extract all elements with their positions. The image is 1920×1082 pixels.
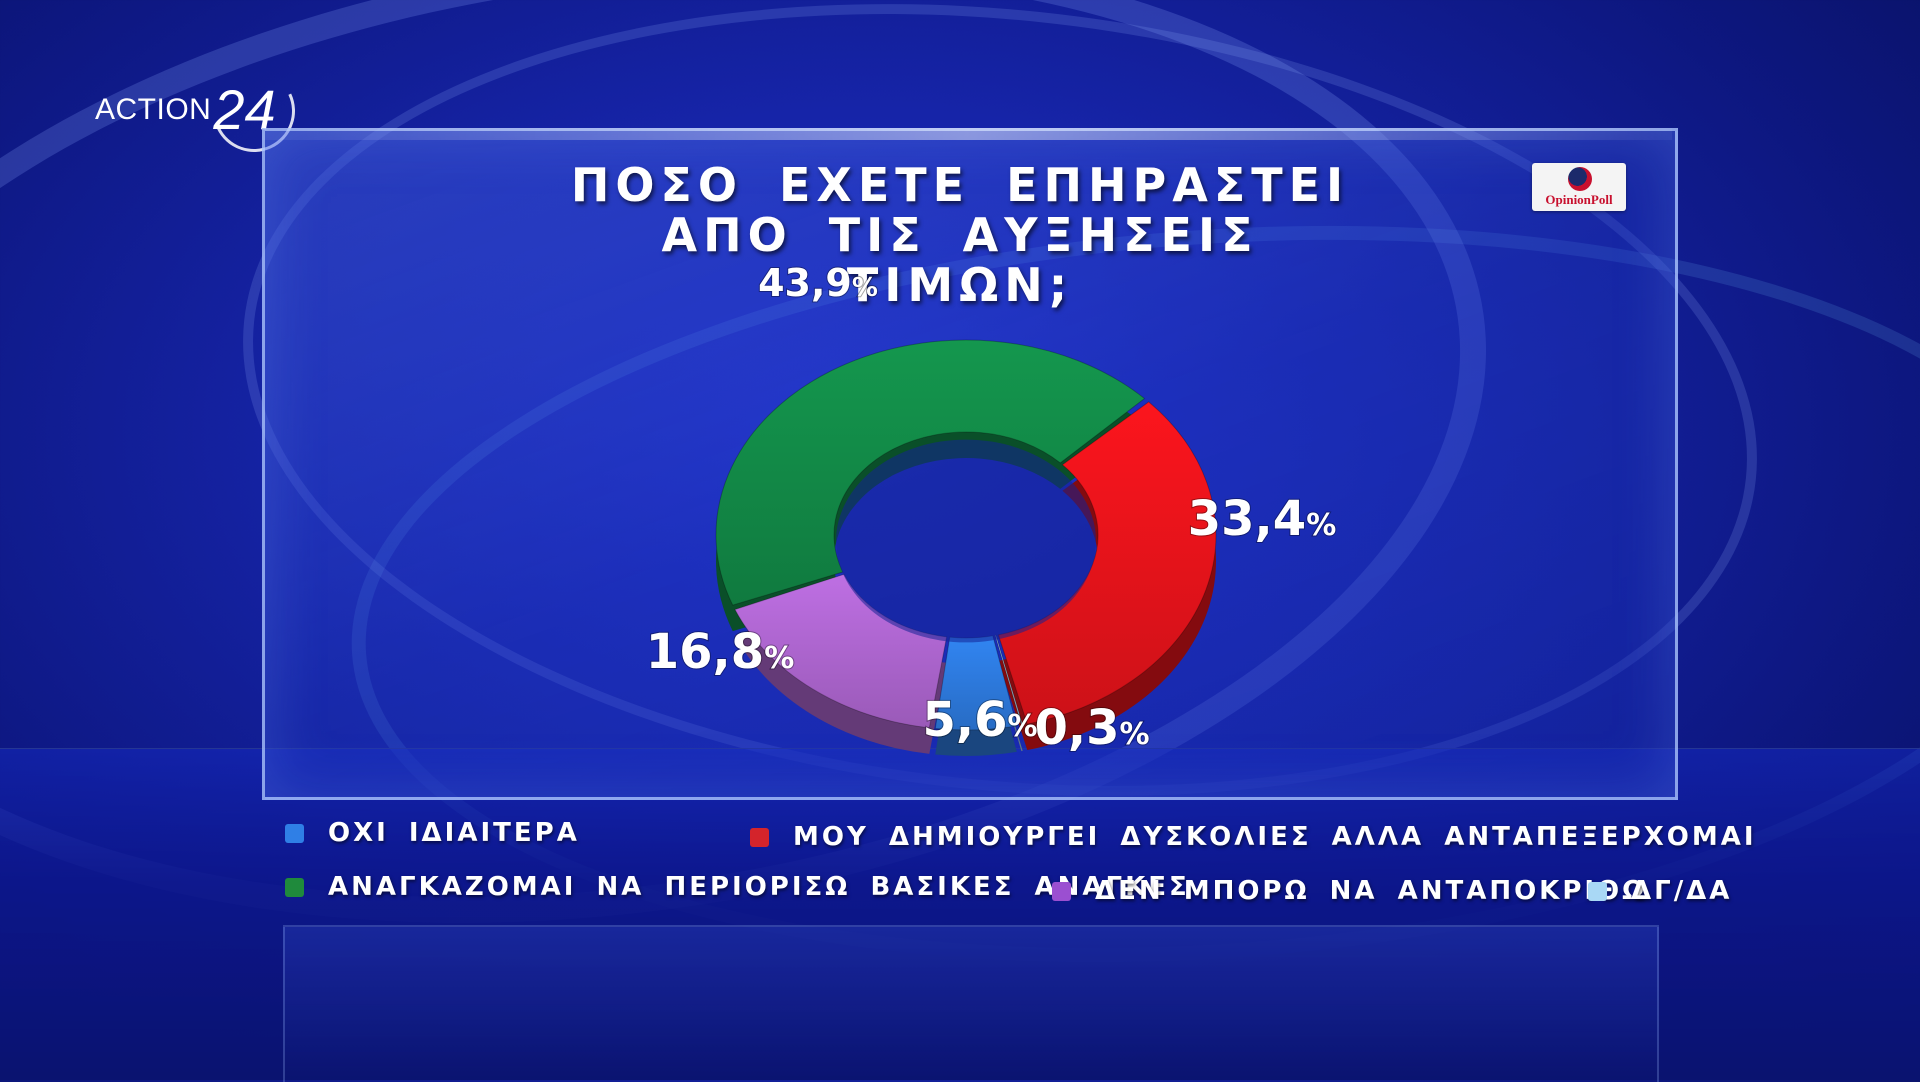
panel-reflection (283, 925, 1659, 1082)
percent-symbol: % (1306, 508, 1336, 543)
percent-symbol: % (1119, 717, 1149, 752)
percent-symbol: % (852, 273, 878, 303)
donut-hole (836, 439, 1096, 643)
chart-title-line1: ΠΟΣΟ ΕΧΕΤΕ ΕΠΗΡΑΣΤΕΙ (570, 158, 1350, 212)
percent-symbol: % (764, 641, 794, 676)
slice-percent-label: 16,8% (646, 624, 795, 680)
channel-logo: ACTION 24 (95, 58, 307, 164)
studio-floor (0, 748, 1920, 1080)
channel-logo-text: ACTION (95, 93, 212, 126)
panel-glint (262, 128, 1672, 140)
pollster-logo-icon (1568, 167, 1592, 191)
pollster-logo: OpinionPoll (1532, 163, 1626, 211)
donut-slice (997, 401, 1217, 725)
donut-top (715, 339, 1217, 731)
percent-symbol: % (1007, 709, 1037, 744)
channel-logo-number: 24 (213, 78, 276, 141)
chart-title-line2: ΑΠΟ ΤΙΣ ΑΥΞΗΣΕΙΣ ΤΙΜΩΝ; (661, 208, 1259, 312)
pollster-logo-text: OpinionPoll (1545, 192, 1613, 207)
chart-title: ΠΟΣΟ ΕΧΕΤΕ ΕΠΗΡΑΣΤΕΙ ΑΠΟ ΤΙΣ ΑΥΞΗΣΕΙΣ ΤΙ… (560, 160, 1360, 310)
donut-slice (715, 339, 1146, 606)
slice-percent-label: 33,4% (1188, 491, 1337, 547)
slice-percent-label: 0,3% (1034, 700, 1149, 756)
slice-percent-label: 43,9% (758, 261, 878, 305)
